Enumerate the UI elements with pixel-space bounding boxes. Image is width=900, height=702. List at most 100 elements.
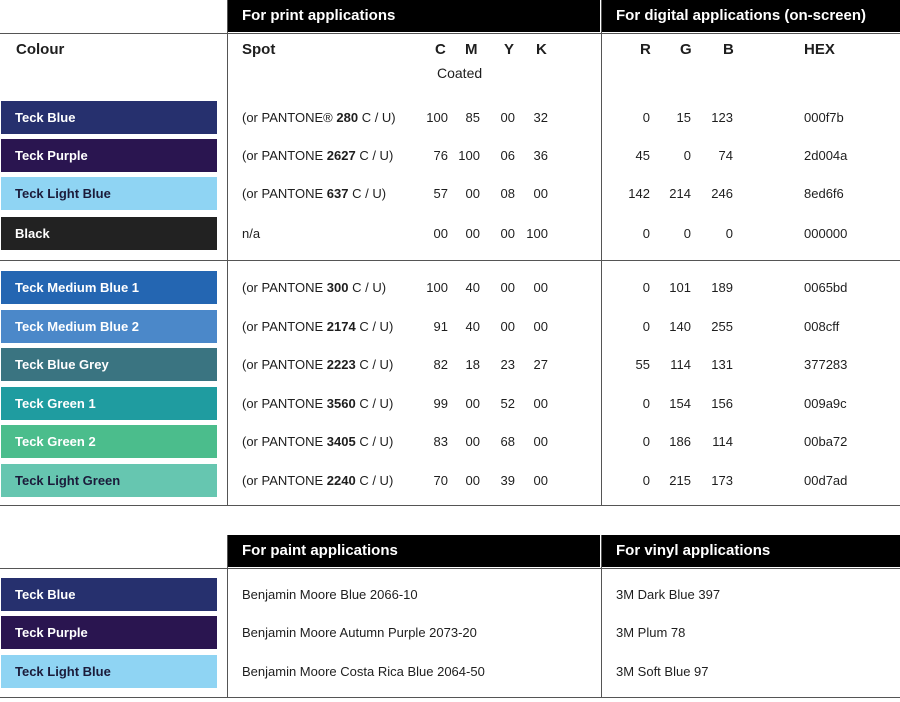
hex-value: 009a9c bbox=[804, 396, 847, 411]
paint-header-rule bbox=[0, 568, 900, 569]
r-value: 0 bbox=[642, 280, 650, 295]
k-value: 100 bbox=[526, 226, 548, 241]
g-value: 0 bbox=[683, 148, 691, 163]
y-value: 00 bbox=[500, 319, 515, 334]
paint-colour-swatch: Teck Purple bbox=[1, 616, 217, 649]
pantone-code: 3405 bbox=[326, 434, 356, 449]
k-value: 00 bbox=[533, 473, 548, 488]
spot-pantone: (or PANTONE 2223 C / U) bbox=[242, 357, 393, 373]
spot-pantone: (or PANTONE 2627 C / U) bbox=[242, 148, 393, 164]
pantone-suffix: C / U) bbox=[359, 396, 394, 411]
c-value: 70 bbox=[433, 473, 448, 488]
colour-swatch: Black bbox=[1, 217, 217, 250]
y-value: 06 bbox=[500, 148, 515, 163]
hex-value: 00ba72 bbox=[804, 434, 848, 449]
r-value: 142 bbox=[628, 186, 650, 201]
b-value: 255 bbox=[711, 319, 733, 334]
m-value: 40 bbox=[465, 319, 480, 334]
y-value: 08 bbox=[500, 186, 515, 201]
divider-colour bbox=[227, 0, 228, 506]
m-value: 100 bbox=[458, 148, 480, 163]
g-value: 215 bbox=[669, 473, 691, 488]
spot-na: n/a bbox=[242, 226, 261, 241]
colour-swatch: Teck Green 1 bbox=[1, 387, 217, 420]
paint-product: Benjamin Moore Blue 2066-10 bbox=[242, 587, 418, 602]
pantone-code: 2174 bbox=[326, 319, 356, 334]
r-value: 45 bbox=[635, 148, 650, 163]
pantone-suffix: C / U) bbox=[361, 110, 396, 125]
spot-pantone: (or PANTONE 637 C / U) bbox=[242, 186, 386, 202]
hex-value: 377283 bbox=[804, 357, 848, 372]
colour-column-label: Colour bbox=[16, 41, 65, 58]
pantone-prefix: (or PANTONE bbox=[242, 434, 324, 449]
paint-product: Benjamin Moore Autumn Purple 2073-20 bbox=[242, 625, 477, 640]
hex-value: 0065bd bbox=[804, 280, 848, 295]
table-bottom-rule bbox=[0, 505, 900, 506]
k-value: 36 bbox=[533, 148, 548, 163]
c-value: 00 bbox=[433, 226, 448, 241]
k-value: 00 bbox=[533, 434, 548, 449]
c-value: 57 bbox=[433, 186, 448, 201]
paint-bottom-rule bbox=[0, 697, 900, 698]
b-value: 189 bbox=[711, 280, 733, 295]
c-value: 99 bbox=[433, 396, 448, 411]
r-value: 0 bbox=[642, 226, 650, 241]
pantone-suffix: C / U) bbox=[359, 357, 394, 372]
y-value: 00 bbox=[500, 226, 515, 241]
m-value: 00 bbox=[465, 434, 480, 449]
spot-pantone: (or PANTONE 2240 C / U) bbox=[242, 473, 393, 489]
m-column-label: M bbox=[465, 41, 478, 58]
b-column-label: B bbox=[723, 41, 734, 58]
section-rule bbox=[0, 260, 900, 261]
spot-pantone: (or PANTONE® 280 C / U) bbox=[242, 110, 396, 126]
y-value: 23 bbox=[500, 357, 515, 372]
pantone-prefix: (or PANTONE bbox=[242, 280, 324, 295]
colour-swatch: Teck Medium Blue 1 bbox=[1, 271, 217, 304]
g-value: 140 bbox=[669, 319, 691, 334]
y-column-label: Y bbox=[504, 41, 515, 58]
hex-value: 000f7b bbox=[804, 110, 844, 125]
paint-divider-left bbox=[227, 535, 228, 698]
c-value: 76 bbox=[433, 148, 448, 163]
pantone-prefix: (or PANTONE bbox=[242, 357, 324, 372]
paint-colour-swatch: Teck Light Blue bbox=[1, 655, 217, 688]
g-value: 114 bbox=[670, 357, 691, 372]
pantone-code: 2240 bbox=[326, 473, 356, 488]
k-value: 32 bbox=[533, 110, 548, 125]
paint-colour-swatch: Teck Blue bbox=[1, 578, 217, 611]
colour-swatch: Teck Green 2 bbox=[1, 425, 217, 458]
m-value: 40 bbox=[465, 280, 480, 295]
digital-applications-header: For digital applications (on-screen) bbox=[602, 0, 900, 32]
pantone-prefix: (or PANTONE bbox=[242, 473, 324, 488]
paint-applications-header: For paint applications bbox=[228, 535, 600, 567]
spot-pantone: (or PANTONE 300 C / U) bbox=[242, 280, 386, 296]
k-value: 27 bbox=[533, 357, 548, 372]
hex-value: 008cff bbox=[804, 319, 840, 334]
pantone-code: 300 bbox=[326, 280, 349, 295]
k-column-label: K bbox=[536, 41, 547, 58]
paint-divider-right bbox=[601, 535, 602, 698]
y-value: 68 bbox=[500, 434, 515, 449]
paint-product: Benjamin Moore Costa Rica Blue 2064-50 bbox=[242, 664, 485, 679]
y-value: 39 bbox=[500, 473, 515, 488]
k-value: 00 bbox=[533, 396, 548, 411]
pantone-prefix: (or PANTONE bbox=[242, 396, 324, 411]
coated-label: Coated bbox=[437, 65, 483, 81]
pantone-prefix: (or PANTONE bbox=[242, 148, 324, 163]
c-value: 100 bbox=[426, 280, 448, 295]
spot-pantone: n/a bbox=[242, 226, 260, 242]
y-value: 52 bbox=[500, 396, 515, 411]
m-value: 00 bbox=[465, 396, 480, 411]
colour-swatch: Teck Blue Grey bbox=[1, 348, 217, 381]
colour-swatch: Teck Light Blue bbox=[1, 177, 217, 210]
r-value: 55 bbox=[635, 357, 650, 372]
m-value: 18 bbox=[465, 357, 480, 372]
r-value: 0 bbox=[642, 110, 650, 125]
pantone-prefix: (or PANTONE bbox=[242, 186, 324, 201]
b-value: 246 bbox=[711, 186, 733, 201]
r-value: 0 bbox=[642, 473, 650, 488]
b-value: 114 bbox=[712, 434, 733, 449]
spot-pantone: (or PANTONE 3405 C / U) bbox=[242, 434, 393, 450]
g-value: 15 bbox=[676, 110, 691, 125]
pantone-code: 2223 bbox=[326, 357, 356, 372]
